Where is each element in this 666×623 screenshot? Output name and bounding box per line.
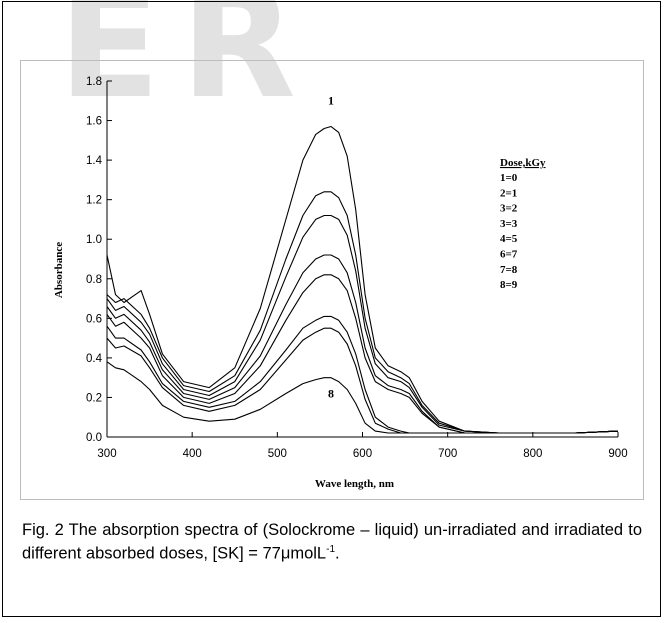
x-tick-label-1: 400 (183, 448, 202, 460)
curve-annotation-1: 1 (328, 94, 334, 108)
figure-caption: Fig. 2 The absorption spectra of (Solock… (22, 520, 642, 564)
x-axis-label: Wave length, nm (315, 478, 394, 490)
legend-title: Dose,kGy (500, 157, 546, 169)
x-tick-label-6: 900 (608, 448, 627, 460)
x-tick-label-0: 300 (97, 448, 116, 460)
y-tick-label-1: 0.2 (86, 392, 102, 404)
legend-entry-3: 3=2 (500, 203, 518, 215)
legend-entry-1: 1=0 (500, 172, 518, 184)
x-tick-label-2: 500 (268, 448, 287, 460)
y-tick-label-3: 0.6 (86, 313, 102, 325)
y-tick-label-5: 1.0 (86, 234, 102, 246)
series-line-2 (106, 191, 619, 434)
absorbance-chart: 0.0 0.2 0.4 0.6 0.8 1.0 1.2 1.4 1.6 1.8 300 400 500 6… (53, 76, 628, 490)
plot-box (20, 60, 644, 500)
y-tick-label-2: 0.4 (86, 353, 103, 365)
series-line-1 (106, 125, 619, 434)
series-line-8 (106, 361, 619, 434)
legend-entry-5: 4=5 (500, 233, 518, 245)
series-line-4 (106, 254, 619, 434)
x-tick-label-3: 600 (353, 448, 372, 460)
series-line-3 (106, 214, 619, 434)
caption-superscript: -1 (326, 544, 336, 555)
y-tick-label-8: 1.6 (86, 116, 102, 128)
y-axis-label: Absorbance (53, 242, 65, 298)
legend-entry-8: 8=9 (500, 279, 518, 291)
y-tick-label-4: 0.8 (86, 274, 102, 286)
series-line-5 (106, 274, 619, 434)
x-tick-label-4: 700 (438, 448, 457, 460)
legend-entry-7: 7=8 (500, 264, 518, 276)
curve-annotation-2: 8 (328, 386, 334, 400)
y-tick-label-6: 1.2 (86, 195, 102, 207)
y-tick-label-7: 1.4 (86, 155, 103, 167)
y-tick-label-0: 0.0 (86, 432, 102, 444)
legend-entry-6: 6=7 (500, 249, 518, 261)
caption-end: . (335, 544, 340, 563)
figure-frame (2, 1, 661, 617)
legend-entry-2: 2=1 (500, 187, 517, 199)
x-tick-label-5: 800 (523, 448, 542, 460)
y-tick-label-9: 1.8 (86, 76, 102, 88)
legend-entry-4: 3=3 (500, 218, 518, 230)
caption-text: Fig. 2 The absorption spectra of (Solock… (22, 521, 642, 563)
